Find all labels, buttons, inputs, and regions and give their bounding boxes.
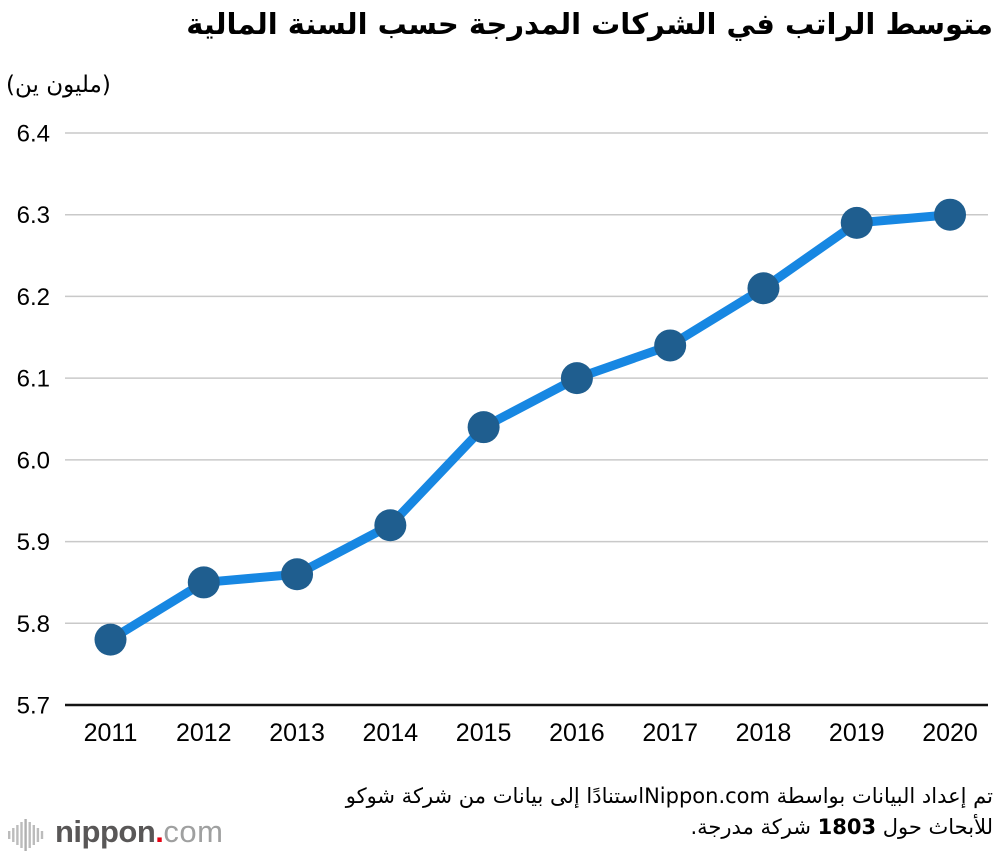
y-tick-label: 6.3 xyxy=(17,202,50,229)
nippon-logo-text: nippon.com xyxy=(55,814,224,850)
salary-line-chart: 6.4 6.3 6.2 6.1 6.0 5.9 5.8 5.7 2011 2012 2013 2014… xyxy=(17,121,988,747)
y-tick-label: 6.2 xyxy=(17,284,50,311)
x-tick-label: 2013 xyxy=(269,719,325,747)
data-point-2012 xyxy=(187,566,220,599)
y-tick-label: 6.1 xyxy=(17,366,50,393)
logo-dot: . xyxy=(155,814,164,849)
x-tick-label: 2016 xyxy=(549,719,605,747)
source-note: تم إعداد البيانات بواسطة Nippon.comاستنا… xyxy=(300,781,993,843)
data-point-2011 xyxy=(94,623,127,656)
y-tick-label: 5.9 xyxy=(17,529,50,556)
x-tick-label: 2019 xyxy=(829,719,885,747)
salary-line xyxy=(106,210,955,645)
data-point-2016 xyxy=(560,362,593,395)
source-note-line1: تم إعداد البيانات بواسطة Nippon.comاستنا… xyxy=(345,784,993,808)
x-tick-label: 2011 xyxy=(84,719,138,747)
y-tick-label: 6.4 xyxy=(17,121,50,148)
nippon-logo-bars-icon xyxy=(8,819,44,851)
data-point-2019 xyxy=(840,206,873,239)
x-tick-label: 2014 xyxy=(363,719,419,747)
data-point-2015 xyxy=(467,411,500,444)
data-point-2018 xyxy=(747,272,780,305)
data-point-2020 xyxy=(934,198,967,231)
x-tick-label: 2020 xyxy=(922,719,978,747)
y-axis-unit-label: (مليون ين) xyxy=(6,72,111,98)
y-tick-label: 6.0 xyxy=(17,447,50,474)
data-point-2014 xyxy=(374,509,407,542)
nippon-logo: nippon.com xyxy=(8,812,224,852)
data-point-2017 xyxy=(654,329,687,362)
y-tick-label: 5.8 xyxy=(17,611,50,638)
logo-name: nippon xyxy=(55,814,156,849)
y-tick-label: 5.7 xyxy=(17,693,50,720)
source-note-line2: للأبحاث حول 1803 شركة مدرجة. xyxy=(690,815,993,839)
x-tick-label: 2015 xyxy=(456,719,512,747)
company-count: 1803 xyxy=(817,815,877,839)
data-point-2013 xyxy=(281,558,314,591)
x-tick-label: 2012 xyxy=(176,719,232,747)
chart-title: متوسط الراتب في الشركات المدرجة حسب السن… xyxy=(186,7,993,41)
logo-tld: com xyxy=(163,814,224,849)
x-tick-label: 2018 xyxy=(736,719,792,747)
x-tick-label: 2017 xyxy=(642,719,698,747)
